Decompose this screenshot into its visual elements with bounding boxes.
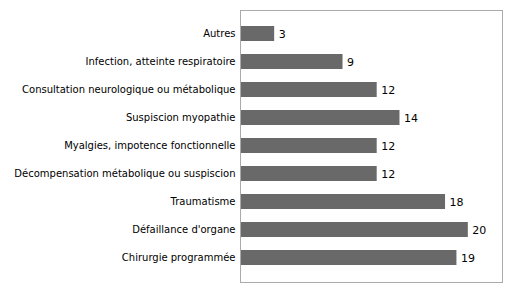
svg-text:12: 12 xyxy=(381,84,395,97)
svg-text:Chirurgie programmée: Chirurgie programmée xyxy=(122,252,236,263)
svg-text:20: 20 xyxy=(472,224,486,237)
svg-text:19: 19 xyxy=(461,252,475,265)
svg-text:Myalgies, impotence fonctionne: Myalgies, impotence fonctionnelle xyxy=(64,140,235,151)
svg-text:Autres: Autres xyxy=(203,28,235,39)
svg-text:12: 12 xyxy=(381,140,395,153)
svg-text:Suspiscion myopathie: Suspiscion myopathie xyxy=(126,112,236,123)
svg-text:3: 3 xyxy=(279,28,286,41)
svg-text:Consultation neurologique ou m: Consultation neurologique ou métabolique xyxy=(22,84,235,95)
svg-text:Traumatisme: Traumatisme xyxy=(170,196,236,207)
svg-text:9: 9 xyxy=(347,56,354,69)
svg-text:18: 18 xyxy=(450,196,464,209)
svg-text:Défaillance d'organe: Défaillance d'organe xyxy=(132,224,235,235)
svg-text:Décompensation métabolique ou: Décompensation métabolique ou suspiscion xyxy=(14,168,235,179)
svg-text:Infection, atteinte respiratoi: Infection, atteinte respiratoire xyxy=(86,56,236,67)
svg-text:14: 14 xyxy=(404,112,418,125)
svg-text:12: 12 xyxy=(381,168,395,181)
